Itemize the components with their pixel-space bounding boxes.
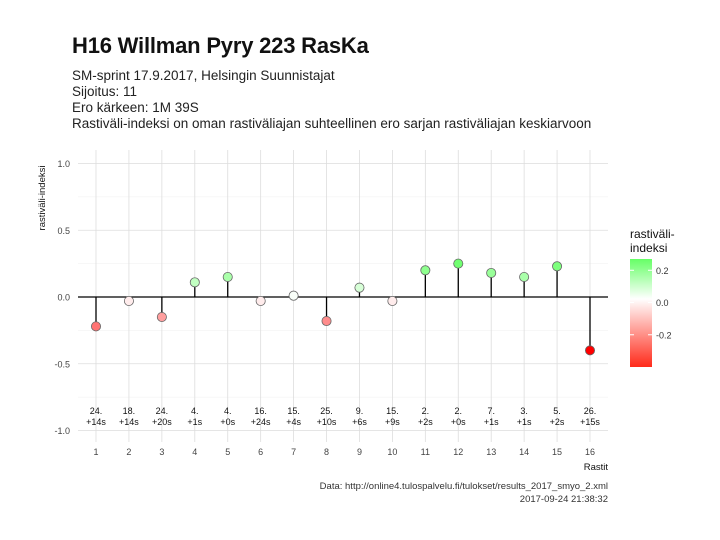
split-diff-label: +14s <box>86 417 106 427</box>
legend-tick-label: 0.0 <box>656 298 669 308</box>
rank-label: 3. <box>520 406 528 416</box>
lollipop-point <box>288 290 299 301</box>
lollipop-point <box>321 316 332 327</box>
x-tick-label: 11 <box>421 447 430 457</box>
split-diff-label: +15s <box>580 417 600 427</box>
split-diff-label: +1s <box>484 417 499 427</box>
lollipop-point <box>222 271 233 282</box>
x-tick-label: 15 <box>552 447 562 457</box>
rank-label: 7. <box>487 406 495 416</box>
split-diff-label: +10s <box>317 417 337 427</box>
rank-label: 4. <box>224 406 232 416</box>
chart-subtitle-event: SM-sprint 17.9.2017, Helsingin Suunnista… <box>72 68 335 83</box>
lollipop-point <box>453 258 464 269</box>
timestamp-note: 2017-09-24 21:38:32 <box>519 494 608 505</box>
y-axis-title: rastiväli-indeksi <box>37 166 48 231</box>
rank-label: 2. <box>455 406 463 416</box>
chart-subtitle-gap: Ero kärkeen: 1M 39S <box>72 100 199 115</box>
chart-title: H16 Willman Pyry 223 RasKa <box>72 33 369 58</box>
rank-label: 9. <box>356 406 364 416</box>
split-diff-label: +9s <box>385 417 400 427</box>
rank-label: 18. <box>123 406 136 416</box>
x-tick-label: 16 <box>585 447 595 457</box>
y-tick-label: -0.5 <box>54 359 70 369</box>
y-tick-label: -1.0 <box>54 426 70 436</box>
y-tick-label: 0.0 <box>57 293 70 303</box>
x-tick-label: 10 <box>387 447 397 457</box>
lollipop-point <box>91 321 102 332</box>
rank-label: 26. <box>584 406 597 416</box>
rank-label: 2. <box>422 406 430 416</box>
x-tick-label: 6 <box>258 447 263 457</box>
x-axis-title: Rastit <box>584 462 609 473</box>
lollipop-point <box>255 296 266 307</box>
split-diff-label: +0s <box>220 417 235 427</box>
x-tick-label: 7 <box>291 447 296 457</box>
x-tick-label: 2 <box>126 447 131 457</box>
x-tick-label: 1 <box>93 447 98 457</box>
rank-label: 25. <box>320 406 333 416</box>
rank-label: 15. <box>386 406 399 416</box>
chart-subtitle-description: Rastiväli-indeksi on oman rastiväliajan … <box>72 116 592 131</box>
split-diff-label: +2s <box>550 417 565 427</box>
split-diff-label: +1s <box>517 417 532 427</box>
rank-label: 16. <box>254 406 267 416</box>
lollipop-point <box>519 271 530 282</box>
x-tick-label: 3 <box>159 447 164 457</box>
lollipop-point <box>156 312 167 323</box>
lollipop-point <box>354 282 365 293</box>
y-tick-label: 1.0 <box>57 159 70 169</box>
lollipop-point <box>552 261 563 272</box>
split-diff-label: +20s <box>152 417 172 427</box>
data-marks <box>91 258 596 356</box>
grid-lines <box>78 150 608 442</box>
legend: rastiväli-indeksi 0.2 0.0 -0.2 <box>630 227 675 367</box>
split-diff-label: +1s <box>187 417 202 427</box>
legend-title-line1: rastiväli- <box>630 227 675 241</box>
split-diff-label: +4s <box>286 417 301 427</box>
rank-label: 15. <box>287 406 300 416</box>
legend-title-line2: indeksi <box>630 241 667 255</box>
rank-label: 24. <box>90 406 103 416</box>
split-diff-label: +6s <box>352 417 367 427</box>
split-diff-label: +14s <box>119 417 139 427</box>
split-diff-label: +0s <box>451 417 466 427</box>
lollipop-point <box>420 265 431 276</box>
lollipop-point <box>387 296 398 307</box>
rank-label: 24. <box>156 406 169 416</box>
chart-subtitle-placing: Sijoitus: 11 <box>72 84 138 99</box>
lollipop-point <box>189 277 200 288</box>
data-source-note: Data: http://online4.tulospalvelu.fi/tul… <box>319 481 608 492</box>
y-tick-label: 0.5 <box>57 226 70 236</box>
x-tick-label: 5 <box>225 447 230 457</box>
legend-tick-label: -0.2 <box>656 330 672 340</box>
rank-label: 4. <box>191 406 199 416</box>
x-tick-label: 4 <box>192 447 197 457</box>
rank-label: 5. <box>553 406 561 416</box>
legend-tick-label: 0.2 <box>656 266 669 276</box>
x-tick-label: 14 <box>519 447 529 457</box>
x-tick-label: 8 <box>324 447 329 457</box>
x-tick-label: 12 <box>453 447 463 457</box>
split-diff-label: +2s <box>418 417 433 427</box>
x-tick-label: 13 <box>486 447 496 457</box>
lollipop-point <box>486 267 497 278</box>
lollipop-point <box>585 345 596 356</box>
legend-color-bar <box>630 259 652 367</box>
data-labels: 24.+14s18.+14s24.+20s4.+1s4.+0s16.+24s15… <box>86 406 600 427</box>
lollipop-point <box>123 296 134 307</box>
x-tick-label: 9 <box>357 447 362 457</box>
split-diff-label: +24s <box>251 417 271 427</box>
axes: 1.00.50.0-0.5-1.01 2 3 4 5 6 7 8 9 10 11 12 13 14 15 16… <box>37 159 608 473</box>
